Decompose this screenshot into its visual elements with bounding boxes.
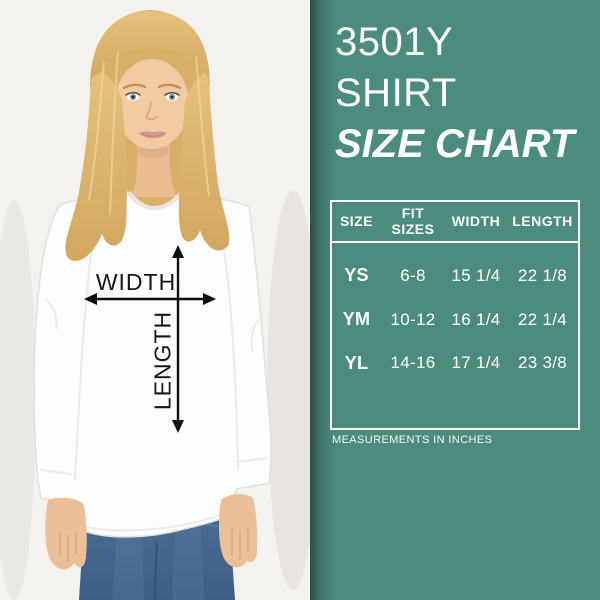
backdrop-shadow-left [0,200,36,600]
size-label: YM [342,309,371,329]
girl-hair-front [65,11,230,261]
fit-sizes-value: 6-8 [400,265,426,285]
width-arrow [84,293,216,305]
model-photo: WIDTH LENGTH [0,10,310,600]
length-value: 22 1/8 [517,265,568,285]
width-value: 16 1/4 [451,309,501,329]
col-header-length: LENGTH [507,201,579,243]
size-chart-panel: 3501Y SHIRT SIZE CHART SIZE FIT SIZES WI… [310,0,600,600]
length-value: 22 1/4 [517,309,568,329]
backdrop-shadow-right [267,190,310,590]
shirt-collar [127,188,185,211]
hand-left [45,497,87,570]
size-table-header-row: SIZE FIT SIZES WIDTH LENGTH [331,201,579,243]
hand-right [218,494,258,568]
girl-nose [144,101,158,121]
hair-highlights [88,51,210,216]
model-illustration [0,10,310,600]
table-row-ym: YM 10-12 16 1/4 22 1/4 [331,298,579,341]
length-arrow [172,245,184,433]
length-measure-label: LENGTH [149,310,176,411]
girl-lips [139,131,167,139]
table-spacer-row [331,385,579,429]
table-row-yl: YL 14-16 17 1/4 23 3/8 [331,341,579,385]
length-value: 23 3/8 [517,353,568,372]
size-label: YL [344,352,369,373]
size-table: SIZE FIT SIZES WIDTH LENGTH YS 6-8 15 1/… [330,200,580,430]
fit-sizes-value: 10-12 [390,309,436,329]
girl-eye-right [164,92,180,101]
width-value: 17 1/4 [451,353,501,372]
fit-sizes-value: 14-16 [390,353,436,372]
width-value: 15 1/4 [451,265,501,285]
col-header-fit-sizes: FIT SIZES [381,201,445,243]
product-code: 3501Y [335,20,454,64]
girl-eyebrows [122,83,182,90]
units-note: MEASUREMENTS IN INCHES [332,434,493,446]
width-measure-label: WIDTH [95,269,177,295]
girl-face [115,59,189,149]
product-type: SHIRT [335,71,457,115]
table-row-ys: YS 6-8 15 1/4 22 1/8 [331,242,579,298]
size-chart-heading: SIZE CHART [335,122,575,166]
panel-title: 3501Y SHIRT SIZE CHART [335,17,574,170]
col-header-size: SIZE [331,201,381,243]
size-label: YS [344,265,369,285]
col-header-width: WIDTH [445,201,507,243]
girl-eye-left [125,92,141,101]
